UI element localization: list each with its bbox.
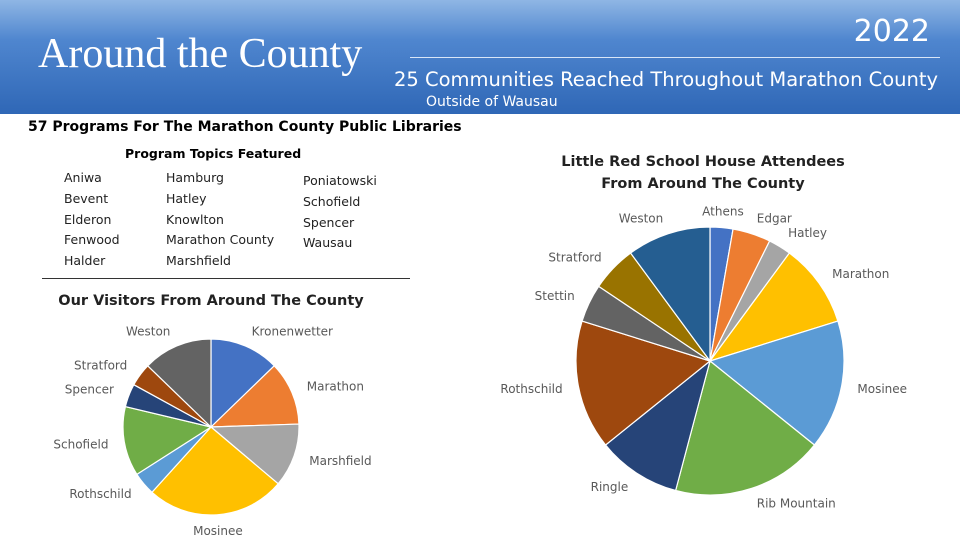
page-subtitle-2: Outside of Wausau <box>426 94 558 110</box>
pie-label-weston: Weston <box>619 211 663 225</box>
topic-item: Poniatowski <box>303 173 377 188</box>
pie-label-edgar: Edgar <box>757 211 792 225</box>
pie-label-stratford: Stratford <box>74 358 127 372</box>
pie-label-ringle: Ringle <box>591 480 629 494</box>
pie-slice-schofield <box>122 405 213 476</box>
topic-item: Marathon County <box>166 232 275 248</box>
pie-label-marathon: Marathon <box>832 267 889 281</box>
year-label: 2022 <box>853 14 930 49</box>
pie-label-stettin: Stettin <box>535 289 575 303</box>
pie-slice-mosinee <box>708 320 845 446</box>
pie-label-mosinee: Mosinee <box>193 524 243 538</box>
section-divider <box>42 278 410 279</box>
visitors-chart-title: Our Visitors From Around The County <box>58 293 364 309</box>
topic-item: Hatley <box>166 190 207 206</box>
pie-label-schofield: Schofield <box>53 437 108 451</box>
pie-label-marathon: Marathon <box>307 379 364 393</box>
header-rule <box>410 57 940 58</box>
topics-column-3: Poniatowski Schofield Spencer Wausau <box>303 171 377 254</box>
topics-column-2: Hamburg Hatley Knowlton Marathon County … <box>166 168 274 272</box>
page-title: Around the County <box>38 31 363 77</box>
topic-item: Halder <box>64 253 106 269</box>
pie-slice-kronenwetter <box>210 338 276 429</box>
topic-item: Schofield <box>303 193 361 209</box>
topic-item: Aniwa <box>64 170 102 185</box>
pie-slice-ringle <box>604 359 712 492</box>
pie-slice-weston <box>629 226 711 363</box>
topics-title: Program Topics Featured <box>125 146 302 161</box>
pie-slice-weston <box>146 338 212 429</box>
pie-label-kronenwetter: Kronenwetter <box>252 324 333 338</box>
programs-title: 57 Programs For The Marathon County Publ… <box>28 119 462 135</box>
topic-item: Spencer <box>303 214 355 230</box>
topics-column-1: Aniwa Bevent Elderon Fenwood Halder <box>64 168 120 272</box>
pie-slice-marathon <box>708 252 839 363</box>
pie-label-marshfield: Marshfield <box>309 454 371 468</box>
pie-slice-marshfield <box>209 423 300 485</box>
topic-item: Wausau <box>303 235 353 251</box>
topic-item: Fenwood <box>64 232 120 248</box>
pie-label-rib-mountain: Rib Mountain <box>757 497 836 511</box>
topic-item: Knowlton <box>166 211 224 227</box>
header-banner: Around the County 2022 25 Communities Re… <box>0 0 960 114</box>
pie-label-rothschild: Rothschild <box>500 382 562 396</box>
topic-item: Hamburg <box>166 170 224 185</box>
pie-slice-marathon <box>209 364 300 428</box>
pie-label-weston: Weston <box>126 324 170 338</box>
pie-label-stratford: Stratford <box>548 250 601 264</box>
pie-slice-rothschild <box>575 320 712 446</box>
pie-label-athens: Athens <box>702 205 744 219</box>
topic-item: Marshfield <box>166 253 231 269</box>
pie-label-hatley: Hatley <box>788 226 827 240</box>
pie-label-rothschild: Rothschild <box>69 487 131 501</box>
topic-item: Bevent <box>64 190 109 206</box>
topic-item: Elderon <box>64 211 112 227</box>
pie-slice-rib-mountain <box>674 359 816 496</box>
pie-label-spencer: Spencer <box>65 383 114 397</box>
pie-slice-mosinee <box>151 426 280 516</box>
page-subtitle: 25 Communities Reached Throughout Marath… <box>394 68 939 91</box>
school-chart-title: Little Red School House Attendees From A… <box>561 154 845 192</box>
pie-label-mosinee: Mosinee <box>857 382 907 396</box>
